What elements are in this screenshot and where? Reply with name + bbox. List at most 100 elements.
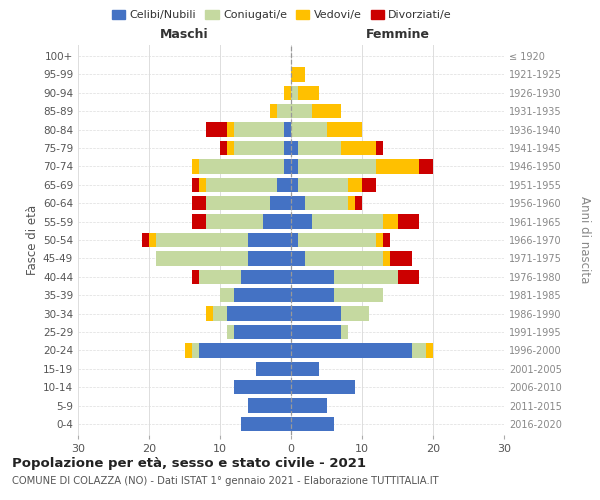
Bar xyxy=(248,251,291,266)
Bar xyxy=(383,233,391,247)
Bar xyxy=(291,104,313,118)
Bar xyxy=(376,233,383,247)
Bar xyxy=(291,343,412,357)
Bar xyxy=(291,196,305,210)
Bar xyxy=(206,196,270,210)
Bar xyxy=(191,343,199,357)
Bar xyxy=(298,86,319,100)
Bar xyxy=(206,214,263,229)
Bar xyxy=(220,141,227,155)
Text: COMUNE DI COLAZZA (NO) - Dati ISTAT 1° gennaio 2021 - Elaborazione TUTTITALIA.IT: COMUNE DI COLAZZA (NO) - Dati ISTAT 1° g… xyxy=(12,476,439,486)
Bar xyxy=(419,159,433,174)
Bar xyxy=(156,233,248,247)
Bar xyxy=(341,306,369,321)
Bar xyxy=(199,343,291,357)
Text: Popolazione per età, sesso e stato civile - 2021: Popolazione per età, sesso e stato civil… xyxy=(12,458,366,470)
Bar xyxy=(291,398,326,412)
Bar xyxy=(248,233,291,247)
Bar xyxy=(298,141,341,155)
Bar xyxy=(291,325,341,339)
Bar xyxy=(291,306,341,321)
Legend: Celibi/Nubili, Coniugati/e, Vedovi/e, Divorziati/e: Celibi/Nubili, Coniugati/e, Vedovi/e, Di… xyxy=(107,6,457,25)
Bar xyxy=(277,104,291,118)
Bar xyxy=(291,362,319,376)
Bar xyxy=(199,159,284,174)
Bar xyxy=(227,325,234,339)
Bar xyxy=(341,141,376,155)
Bar xyxy=(376,141,383,155)
Bar xyxy=(234,325,291,339)
Bar xyxy=(241,417,291,431)
Bar xyxy=(348,196,355,210)
Text: Femmine: Femmine xyxy=(365,28,430,42)
Bar xyxy=(248,398,291,412)
Text: Maschi: Maschi xyxy=(160,28,209,42)
Bar xyxy=(227,141,234,155)
Bar xyxy=(191,159,199,174)
Bar xyxy=(376,159,419,174)
Bar xyxy=(291,86,298,100)
Bar xyxy=(227,122,234,137)
Bar xyxy=(291,178,298,192)
Bar xyxy=(291,270,334,284)
Bar xyxy=(199,178,206,192)
Bar xyxy=(270,196,291,210)
Bar xyxy=(412,343,426,357)
Bar xyxy=(256,362,291,376)
Bar xyxy=(291,380,355,394)
Bar xyxy=(398,270,419,284)
Bar xyxy=(291,68,305,82)
Bar xyxy=(284,86,291,100)
Bar xyxy=(291,288,334,302)
Bar xyxy=(291,251,305,266)
Bar xyxy=(220,288,234,302)
Bar xyxy=(234,141,284,155)
Bar xyxy=(284,122,291,137)
Bar xyxy=(305,196,348,210)
Bar xyxy=(191,270,199,284)
Bar xyxy=(298,178,348,192)
Bar xyxy=(284,159,291,174)
Bar xyxy=(191,196,206,210)
Bar xyxy=(185,343,191,357)
Bar xyxy=(234,288,291,302)
Bar xyxy=(291,141,298,155)
Bar xyxy=(291,159,298,174)
Bar xyxy=(213,306,227,321)
Bar xyxy=(291,122,326,137)
Bar xyxy=(305,251,383,266)
Bar xyxy=(142,233,149,247)
Bar xyxy=(156,251,248,266)
Bar xyxy=(291,417,334,431)
Bar xyxy=(334,270,398,284)
Bar xyxy=(362,178,376,192)
Y-axis label: Anni di nascita: Anni di nascita xyxy=(578,196,592,284)
Bar xyxy=(391,251,412,266)
Bar xyxy=(313,104,341,118)
Bar xyxy=(298,233,376,247)
Bar xyxy=(348,178,362,192)
Bar xyxy=(326,122,362,137)
Bar xyxy=(426,343,433,357)
Bar xyxy=(191,178,199,192)
Bar xyxy=(284,141,291,155)
Bar xyxy=(355,196,362,210)
Bar xyxy=(270,104,277,118)
Bar xyxy=(341,325,348,339)
Bar xyxy=(191,214,206,229)
Bar xyxy=(334,288,383,302)
Bar xyxy=(241,270,291,284)
Bar xyxy=(383,251,391,266)
Bar xyxy=(383,214,398,229)
Bar xyxy=(199,270,241,284)
Bar xyxy=(298,159,376,174)
Bar xyxy=(149,233,156,247)
Bar xyxy=(313,214,383,229)
Bar xyxy=(206,306,213,321)
Bar xyxy=(277,178,291,192)
Bar xyxy=(227,306,291,321)
Y-axis label: Fasce di età: Fasce di età xyxy=(26,205,39,275)
Bar xyxy=(263,214,291,229)
Bar xyxy=(291,214,313,229)
Bar xyxy=(206,178,277,192)
